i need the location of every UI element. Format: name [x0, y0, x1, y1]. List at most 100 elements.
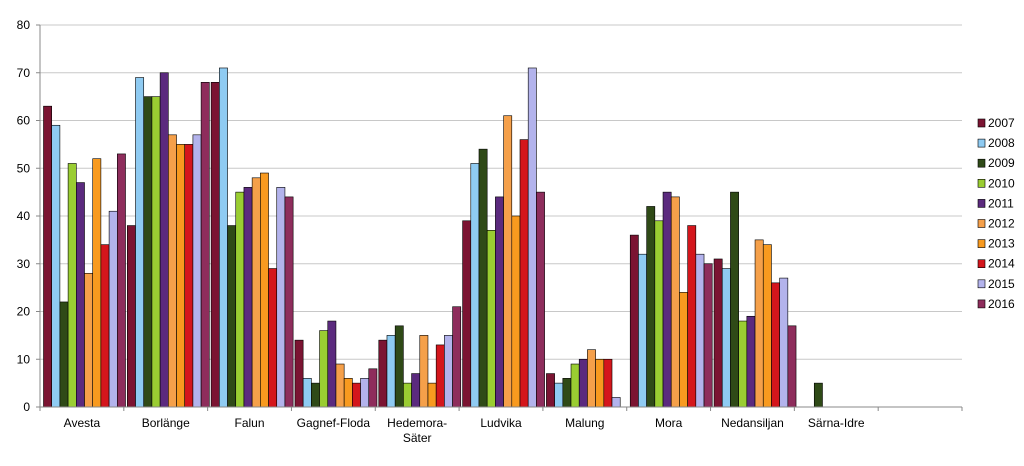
bar-2014-hedemora-säter — [435, 344, 445, 408]
bar-2011-ludvika — [495, 196, 504, 408]
bar-2014-falun — [268, 268, 278, 408]
x-category-label: Nedansiljan — [721, 416, 784, 430]
bar-2015-ludvika — [527, 67, 537, 408]
bar-2007-borlänge — [127, 225, 136, 408]
bar-2014-mora — [687, 225, 697, 408]
bar-2007-falun — [210, 82, 220, 408]
bar-2016-falun — [284, 196, 294, 408]
bar-2015-malung — [611, 397, 621, 408]
x-category-label-line: Borlänge — [142, 416, 190, 430]
x-category-label-line: Mora — [655, 416, 683, 430]
bar-2015-mora — [695, 253, 705, 408]
x-category-label: Ludvika — [480, 416, 522, 430]
legend-swatch-2010 — [977, 179, 986, 188]
x-category-label-line: Avesta — [64, 416, 101, 430]
legend-swatch-2008 — [977, 138, 986, 148]
x-category-label-line: Särna-Idre — [808, 416, 865, 430]
bar-2013-gagnef-floda — [343, 378, 353, 408]
bar-2007-avesta — [43, 105, 52, 408]
x-category-label: Hedemora-Säter — [387, 416, 447, 445]
x-category-label: Särna-Idre — [808, 416, 865, 430]
bar-2010-gagnef-floda — [319, 330, 329, 408]
bar-2008-malung — [554, 382, 564, 408]
bar-2009-mora — [646, 206, 656, 408]
bar-2011-nedansiljan — [746, 315, 756, 408]
bar-2010-hedemora-säter — [403, 382, 412, 408]
bar-2012-falun — [251, 177, 261, 408]
bar-2012-nedansiljan — [754, 239, 764, 408]
bar-2016-gagnef-floda — [368, 368, 378, 408]
bar-2009-gagnef-floda — [311, 382, 320, 408]
bar-2011-malung — [578, 358, 588, 408]
bar-2016-hedemora-säter — [452, 306, 462, 408]
bar-2011-gagnef-floda — [327, 320, 337, 408]
bar-2013-borlänge — [176, 144, 186, 408]
bar-2007-hedemora-säter — [378, 339, 388, 408]
bar-2009-borlänge — [143, 96, 153, 408]
x-category-label: Avesta — [64, 416, 101, 430]
bar-2014-nedansiljan — [771, 282, 780, 408]
axes — [39, 25, 963, 411]
bar-2014-gagnef-floda — [352, 382, 361, 408]
legend-swatch-2015 — [977, 279, 986, 289]
legend-label-2013: 2013 — [988, 237, 1015, 251]
bar-2008-falun — [219, 67, 228, 408]
x-category-label: Gagnef-Floda — [297, 416, 371, 430]
bar-2007-malung — [546, 373, 555, 408]
legend: 2007 2008 2009 2010 2011 2012 2013 2014 2015 2016 — [977, 116, 1015, 311]
bar-2013-falun — [260, 172, 269, 408]
bar-2009-ludvika — [478, 148, 488, 408]
bar-2008-mora — [638, 253, 647, 408]
bar-2014-avesta — [100, 244, 110, 408]
legend-swatch-2009 — [977, 158, 986, 168]
x-category-label-line: Nedansiljan — [721, 416, 784, 430]
bar-2008-nedansiljan — [721, 268, 731, 408]
x-category-label: Mora — [655, 416, 683, 430]
x-category-label-line: Malung — [565, 416, 604, 430]
legend-label-2012: 2012 — [988, 217, 1015, 231]
bar-2012-borlänge — [168, 134, 177, 408]
y-tick-label: 20 — [17, 305, 31, 319]
x-category-label: Borlänge — [142, 416, 190, 430]
bar-2012-hedemora-säter — [419, 335, 429, 408]
bar-2011-mora — [662, 191, 672, 408]
bar-2016-avesta — [117, 153, 126, 408]
bar-2015-hedemora-säter — [444, 335, 453, 408]
bar-2016-nedansiljan — [787, 325, 797, 408]
bar-2016-borlänge — [200, 82, 210, 408]
bar-2012-malung — [587, 349, 596, 408]
bar-2015-gagnef-floda — [360, 378, 370, 408]
bar-2014-ludvika — [519, 139, 529, 408]
bar-2011-avesta — [76, 182, 85, 408]
x-category-label: Malung — [565, 416, 604, 430]
bar-2009-falun — [227, 225, 237, 408]
bar-2015-borlänge — [192, 134, 202, 408]
bar-2013-avesta — [92, 158, 102, 408]
bar-2010-nedansiljan — [738, 320, 748, 408]
bar-2016-mora — [703, 263, 713, 408]
x-category-label-line: Hedemora- — [387, 416, 447, 430]
bar-2012-mora — [670, 196, 680, 408]
x-category-label-line: Ludvika — [480, 416, 522, 430]
bar-2008-gagnef-floda — [302, 378, 312, 408]
y-tick-label: 80 — [17, 18, 31, 32]
x-axis-labels: Avesta Borlänge Falun Gagnef-Floda Hedemora-… — [64, 416, 865, 445]
legend-label-2014: 2014 — [988, 257, 1015, 271]
bar-2010-malung — [570, 363, 580, 408]
legend-label-2010: 2010 — [988, 176, 1015, 190]
y-axis-ticks: 0 10 20 30 40 50 60 70 80 — [17, 18, 40, 414]
legend-label-2016: 2016 — [988, 297, 1015, 311]
bar-2013-nedansiljan — [762, 244, 772, 408]
y-tick-label: 40 — [17, 209, 31, 223]
bar-2007-ludvika — [462, 220, 472, 408]
bar-2012-gagnef-floda — [335, 363, 345, 408]
bar-2008-avesta — [51, 124, 61, 408]
bar-2009-hedemora-säter — [394, 325, 404, 408]
x-category-label: Falun — [235, 416, 265, 430]
legend-swatch-2013 — [977, 239, 986, 248]
bars — [43, 67, 823, 408]
bar-2010-falun — [235, 191, 245, 408]
bar-2014-malung — [603, 358, 613, 408]
bar-2008-ludvika — [470, 163, 480, 408]
bar-2009-avesta — [59, 301, 69, 408]
